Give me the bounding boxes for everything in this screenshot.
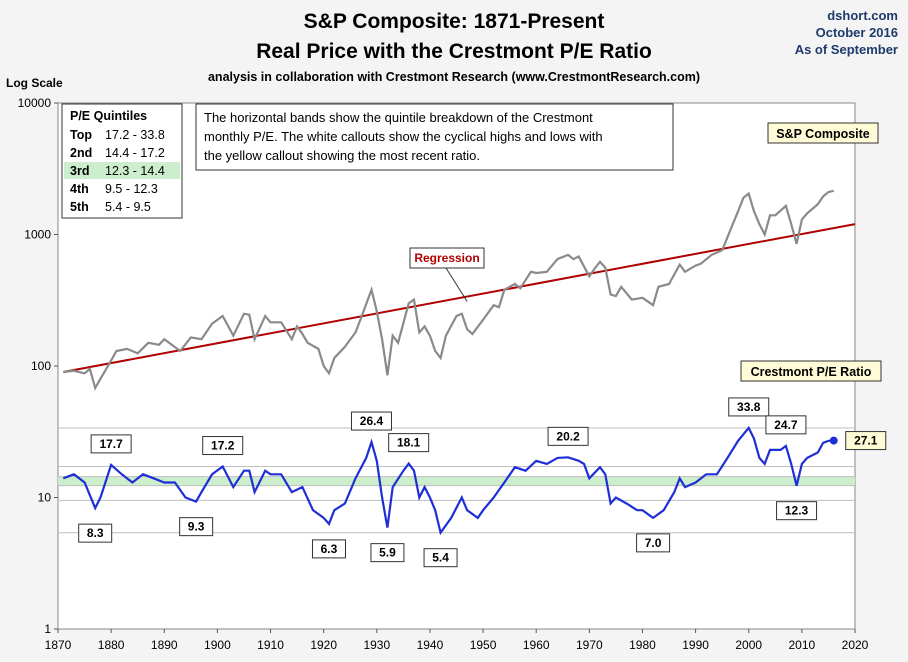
x-tick-label: 2000 <box>735 638 762 652</box>
quintile-row-range: 12.3 - 14.4 <box>105 164 165 178</box>
sp-label: S&P Composite <box>776 127 870 141</box>
x-tick-label: 2020 <box>842 638 869 652</box>
chart-title-line2: Real Price with the Crestmont P/E Ratio <box>256 40 652 63</box>
callout-label: 17.2 <box>211 439 235 453</box>
callout-box <box>388 433 430 453</box>
callout-box <box>547 426 589 446</box>
x-tick-label: 1930 <box>363 638 390 652</box>
callout-box <box>370 543 405 563</box>
x-tick-label: 1950 <box>470 638 497 652</box>
note-box <box>195 103 674 171</box>
callout-label: 9.3 <box>188 520 205 534</box>
callout-box <box>90 434 132 454</box>
note-line: the yellow callout showing the most rece… <box>204 148 480 163</box>
note-line: The horizontal bands show the quintile b… <box>204 110 593 125</box>
regression-label-box <box>409 247 485 269</box>
callout-label: 17.7 <box>99 437 123 451</box>
regression-label: Regression <box>414 251 479 265</box>
quintile-row-range: 17.2 - 33.8 <box>105 128 165 142</box>
callout-label: 24.7 <box>774 418 798 432</box>
date-label: October 2016 <box>815 25 898 40</box>
callout-box <box>636 533 671 553</box>
y-tick-label: 10000 <box>18 96 52 110</box>
quintile-box <box>61 103 183 219</box>
callout-label: 12.3 <box>785 504 809 518</box>
x-tick-label: 2010 <box>789 638 816 652</box>
x-tick-label: 1980 <box>629 638 656 652</box>
callout-label: 20.2 <box>556 429 580 443</box>
callout-box <box>350 411 392 431</box>
callout-label: 5.9 <box>379 546 396 560</box>
x-tick-label: 1870 <box>45 638 72 652</box>
callout-label: 27.1 <box>854 434 878 448</box>
x-tick-label: 1970 <box>576 638 603 652</box>
chart-subtitle: analysis in collaboration with Crestmont… <box>207 70 701 84</box>
quintile-row-highlight <box>64 162 180 179</box>
chart-title: S&P Composite: 1871-Present <box>303 10 605 33</box>
callout-box <box>78 523 113 543</box>
note-line: monthly P/E. The white callouts show the… <box>204 129 603 144</box>
quintile-band-3rd <box>58 476 855 486</box>
quintile-row-range: 14.4 - 17.2 <box>105 146 165 160</box>
plot-area <box>57 102 856 630</box>
x-tick-label: 1900 <box>204 638 231 652</box>
callout-box <box>776 501 818 521</box>
x-tick-label: 1880 <box>98 638 125 652</box>
y-tick-label: 100 <box>31 359 51 373</box>
callout-box <box>845 431 887 451</box>
callout-label: 26.4 <box>360 414 384 428</box>
callout-label: 8.3 <box>87 526 104 540</box>
quintile-row-range: 5.4 - 9.5 <box>105 200 151 214</box>
callout-label: 18.1 <box>397 436 421 450</box>
x-tick-label: 1920 <box>310 638 337 652</box>
callout-box <box>765 415 807 435</box>
pe-current-dot <box>829 436 838 445</box>
as-of-label: As of September <box>794 42 898 57</box>
quintile-row-name: 5th <box>70 200 89 214</box>
pe-label-box <box>740 360 882 382</box>
pe-label: Crestmont P/E Ratio <box>751 365 872 379</box>
x-tick-label: 1990 <box>682 638 709 652</box>
callout-label: 7.0 <box>645 536 662 550</box>
callout-label: 6.3 <box>321 542 338 556</box>
callout-box <box>179 517 214 537</box>
x-tick-label: 1940 <box>417 638 444 652</box>
pe-ratio-line <box>62 425 834 536</box>
source-label: dshort.com <box>827 8 898 23</box>
callout-box <box>202 436 244 456</box>
callout-label: 33.8 <box>737 400 761 414</box>
regression-label-pointer <box>445 267 468 302</box>
callout-box <box>423 548 458 568</box>
x-tick-label: 1910 <box>257 638 284 652</box>
sp-composite-line <box>63 189 834 391</box>
quintile-row-range: 9.5 - 12.3 <box>105 182 158 196</box>
callout-box <box>728 397 770 417</box>
x-tick-label: 1890 <box>151 638 178 652</box>
quintile-row-name: Top <box>70 128 92 142</box>
callout-box <box>311 539 346 559</box>
sp-label-box <box>767 122 879 144</box>
quintile-row-name: 2nd <box>70 146 92 160</box>
y-tick-label: 10 <box>38 491 52 505</box>
quintile-row-name: 4th <box>70 182 89 196</box>
y-axis-label: Log Scale <box>6 76 63 90</box>
y-tick-label: 1 <box>44 622 51 636</box>
callout-label: 5.4 <box>432 551 449 565</box>
quintile-title: P/E Quintiles <box>70 109 147 123</box>
x-tick-label: 1960 <box>523 638 550 652</box>
y-tick-label: 1000 <box>24 228 51 242</box>
quintile-row-name: 3rd <box>70 164 89 178</box>
